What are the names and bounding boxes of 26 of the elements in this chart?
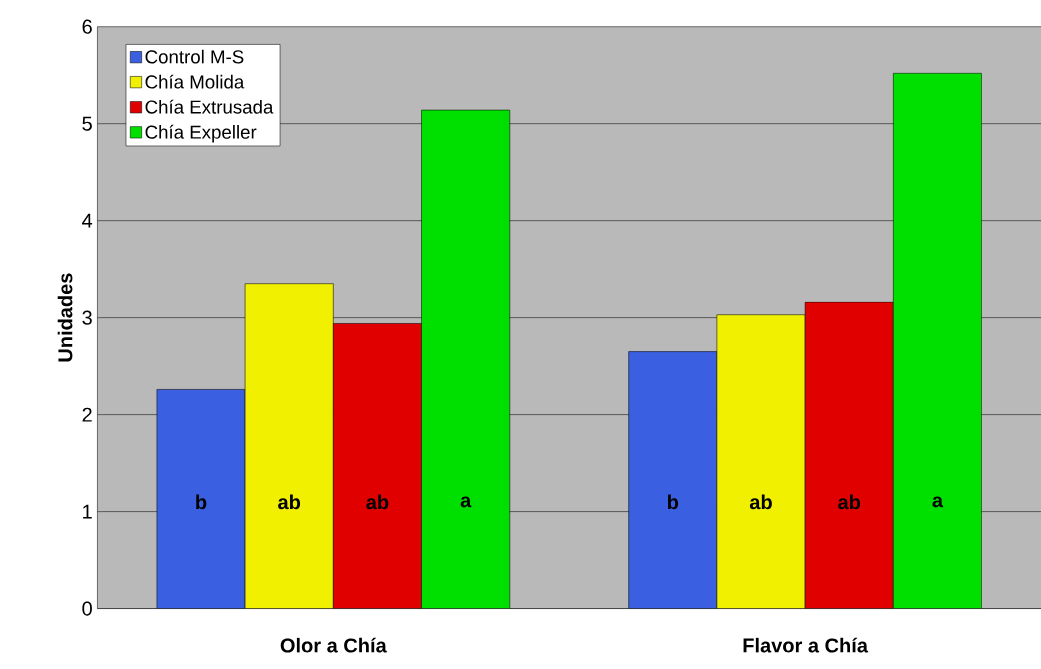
y-tick-label: 4: [82, 213, 93, 228]
y-tick-label: 2: [82, 407, 92, 422]
y-tick-label: 3: [82, 310, 92, 325]
annotation: a: [460, 496, 472, 508]
annotation: ab: [366, 494, 389, 510]
y-tick-label: 5: [82, 116, 92, 131]
legend-label: Chía Expeller: [145, 125, 257, 143]
legend-label: Control M-S: [145, 49, 244, 64]
legend-label: Chía Extrusada: [145, 99, 274, 114]
annotation: ab: [278, 494, 301, 510]
annotation: b: [196, 494, 207, 510]
bar: [333, 323, 422, 609]
annotation: ab: [749, 494, 772, 510]
y-tick-label: 1: [83, 504, 92, 519]
y-tick-label: 0: [82, 601, 92, 616]
y-axis-title: Unidades: [57, 273, 73, 362]
annotation: a: [932, 496, 944, 508]
bar: [628, 351, 718, 609]
bar: [804, 302, 894, 609]
annotation: ab: [838, 494, 861, 510]
legend-label: Chía Molida: [145, 74, 245, 89]
annotation: b: [667, 494, 679, 510]
x-tick-label: Olor a Chía: [280, 637, 387, 653]
y-tick-label: 6: [82, 19, 92, 34]
bar: [156, 389, 246, 609]
x-tick-label: Flavor a Chía: [743, 637, 869, 653]
